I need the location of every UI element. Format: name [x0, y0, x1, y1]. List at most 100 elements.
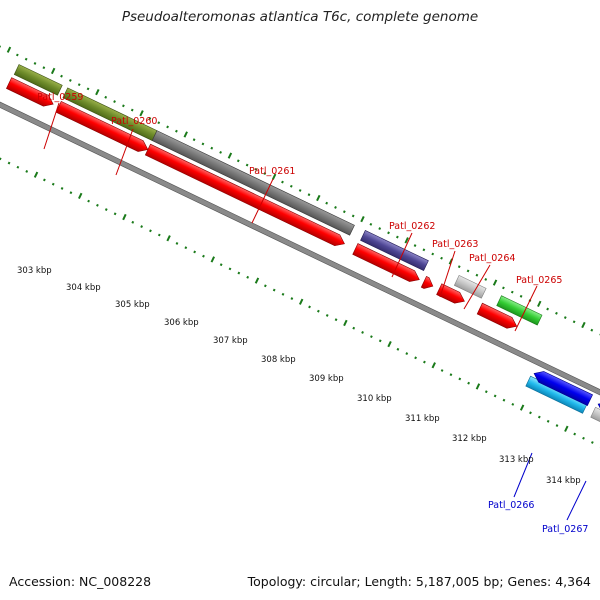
outer-major-tick	[95, 88, 100, 96]
genome-summary: Topology: circular; Length: 5,187,005 bp…	[247, 574, 591, 589]
scale-tick-labels: 303 kbp 304 kbp 305 kbp 306 kbp 307 kbp …	[17, 266, 581, 486]
scale-minor-tick	[423, 360, 426, 364]
scale-minor-tick	[140, 225, 143, 228]
tick-label-313: 313 kbp	[499, 455, 534, 465]
outer-major-tick	[404, 237, 409, 244]
callout-line-patl-0265	[514, 285, 538, 332]
callout-line-patl-0262	[391, 232, 413, 278]
scale-minor-tick	[237, 271, 241, 275]
outer-minor-tick	[148, 117, 152, 120]
outer-minor-tick	[387, 231, 390, 235]
outer-major-tick	[537, 300, 542, 307]
outer-minor-tick	[210, 146, 214, 150]
outer-major-tick	[50, 67, 56, 75]
outer-minor-tick	[555, 311, 558, 315]
scale-minor-tick	[104, 208, 108, 212]
scale-minor-tick	[529, 411, 532, 415]
cog-bar-patl-0262	[360, 230, 429, 272]
scale-major-tick	[387, 340, 392, 348]
outer-minor-tick	[281, 180, 284, 184]
scale-minor-tick	[467, 381, 471, 385]
outer-minor-tick	[236, 159, 240, 163]
callout-line-patl-0263	[439, 250, 456, 298]
tick-label-312: 312 kbp	[452, 434, 487, 444]
gene-label-patl-0259: Patl_0259	[37, 92, 83, 103]
scale-minor-tick	[96, 203, 99, 207]
cog-bar-patl-0264	[453, 274, 487, 299]
outer-minor-tick	[86, 87, 90, 91]
outer-major-tick	[183, 131, 188, 138]
scale-minor-tick	[361, 330, 364, 334]
outer-tick-marks	[0, 45, 600, 336]
outer-minor-tick	[157, 121, 161, 125]
scale-tick-marks	[0, 157, 600, 449]
scale-minor-tick	[25, 170, 29, 173]
outer-minor-tick	[342, 210, 346, 214]
scale-minor-tick	[60, 186, 64, 190]
cog-bar-patl-0265	[496, 295, 543, 326]
cog-bar-patl-0259	[13, 64, 63, 96]
outer-major-tick	[139, 110, 144, 117]
scale-minor-tick	[290, 297, 294, 300]
scale-major-tick	[343, 319, 348, 327]
scale-minor-tick	[590, 441, 594, 444]
scale-minor-tick	[325, 314, 329, 317]
scale-minor-tick	[440, 369, 444, 372]
outer-minor-tick	[219, 150, 222, 154]
outer-minor-tick	[466, 269, 470, 273]
scale-minor-tick	[43, 178, 46, 182]
cog-bar-patl-0267	[590, 406, 600, 453]
scale-minor-tick	[582, 436, 585, 440]
outer-minor-tick	[510, 290, 514, 294]
tick-label-311: 311 kbp	[405, 414, 440, 424]
scale-minor-tick	[493, 394, 497, 398]
scale-minor-tick	[555, 424, 559, 427]
scale-major-tick	[254, 277, 260, 284]
outer-minor-tick	[572, 320, 576, 324]
outer-minor-tick	[422, 248, 426, 252]
outer-minor-tick	[175, 129, 178, 133]
outer-minor-tick	[334, 206, 337, 209]
outer-major-tick	[271, 173, 277, 180]
tick-label-306: 306 kbp	[164, 318, 199, 328]
scale-minor-tick	[69, 191, 73, 195]
scale-minor-tick	[352, 326, 356, 330]
tick-label-308: 308 kbp	[261, 355, 296, 365]
outer-minor-tick	[546, 307, 549, 311]
scale-minor-tick	[131, 220, 135, 224]
scale-minor-tick	[16, 165, 20, 169]
scale-major-tick	[122, 213, 127, 221]
outer-minor-tick	[369, 222, 373, 226]
outer-major-tick	[360, 216, 365, 223]
cds-patl-0261	[144, 143, 345, 247]
scale-minor-tick	[414, 356, 417, 360]
cds-patl-0264	[436, 283, 465, 304]
tick-label-303: 303 kbp	[17, 266, 52, 276]
scale-minor-tick	[87, 199, 90, 203]
outer-major-tick	[227, 152, 233, 159]
outer-minor-tick	[24, 57, 28, 61]
scale-minor-tick	[272, 288, 276, 292]
outer-minor-tick	[122, 104, 125, 108]
scale-minor-tick	[51, 182, 55, 186]
outer-minor-tick	[563, 316, 567, 319]
scale-minor-tick	[7, 161, 11, 165]
outer-minor-tick	[325, 201, 329, 205]
scale-minor-tick	[502, 398, 506, 402]
gene-label-patl-0263: Patl_0263	[432, 239, 478, 250]
gene-label-patl-0262: Patl_0262	[389, 221, 435, 232]
outer-minor-tick	[113, 100, 116, 103]
outer-minor-tick	[395, 235, 399, 239]
scale-minor-tick	[184, 246, 188, 250]
scale-minor-tick	[317, 309, 320, 313]
cds-patl-0267	[597, 401, 600, 448]
scale-minor-tick	[175, 242, 179, 245]
scale-minor-tick	[537, 415, 541, 419]
outer-minor-tick	[307, 193, 311, 197]
gene-label-patl-0266: Patl_0266	[488, 500, 534, 511]
outer-minor-tick	[351, 214, 355, 218]
scale-major-tick	[166, 235, 171, 242]
outer-minor-tick	[378, 227, 382, 231]
callout-line-patl-0259	[43, 102, 60, 150]
scale-minor-tick	[458, 377, 462, 381]
